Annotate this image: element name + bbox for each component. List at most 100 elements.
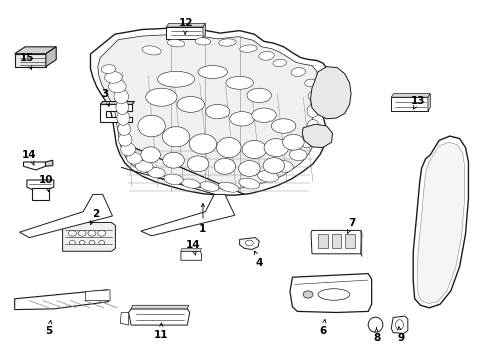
Polygon shape [390, 316, 407, 333]
Text: 13: 13 [410, 96, 425, 109]
Ellipse shape [114, 89, 128, 104]
Ellipse shape [257, 171, 278, 182]
Ellipse shape [104, 72, 122, 83]
Circle shape [371, 322, 379, 328]
Ellipse shape [162, 127, 189, 147]
Polygon shape [427, 94, 429, 111]
Ellipse shape [272, 59, 286, 67]
Ellipse shape [263, 158, 284, 174]
Polygon shape [90, 28, 328, 195]
Polygon shape [20, 194, 112, 238]
Text: 4: 4 [254, 251, 263, 268]
Polygon shape [317, 234, 327, 248]
Ellipse shape [216, 138, 241, 158]
Polygon shape [15, 290, 108, 310]
Ellipse shape [157, 71, 194, 87]
Ellipse shape [395, 320, 403, 330]
Polygon shape [412, 136, 468, 308]
Ellipse shape [306, 104, 318, 117]
Polygon shape [98, 35, 317, 189]
Circle shape [68, 230, 76, 236]
Text: 8: 8 [372, 328, 379, 343]
Text: 14: 14 [185, 240, 200, 255]
Polygon shape [360, 230, 361, 257]
Ellipse shape [189, 134, 216, 154]
Circle shape [325, 89, 334, 96]
Text: 12: 12 [178, 18, 193, 34]
Ellipse shape [118, 133, 132, 146]
Ellipse shape [307, 91, 319, 102]
Polygon shape [15, 54, 46, 67]
Ellipse shape [258, 51, 274, 60]
Polygon shape [120, 312, 128, 325]
Circle shape [69, 240, 75, 245]
Circle shape [98, 230, 105, 236]
Ellipse shape [138, 115, 165, 137]
Text: 11: 11 [154, 323, 168, 340]
Ellipse shape [289, 149, 306, 161]
Text: 10: 10 [39, 175, 54, 192]
Circle shape [245, 240, 253, 246]
Circle shape [78, 230, 86, 236]
Polygon shape [181, 248, 201, 251]
Ellipse shape [141, 147, 160, 163]
Ellipse shape [317, 289, 349, 300]
Polygon shape [32, 188, 49, 200]
Ellipse shape [181, 179, 200, 188]
Ellipse shape [238, 161, 260, 176]
Ellipse shape [145, 88, 177, 106]
Text: 14: 14 [22, 150, 37, 165]
Ellipse shape [214, 158, 235, 174]
Polygon shape [331, 234, 341, 248]
Ellipse shape [282, 134, 304, 150]
Polygon shape [416, 142, 464, 303]
Polygon shape [141, 194, 234, 236]
Circle shape [99, 240, 104, 245]
Polygon shape [46, 47, 56, 67]
Ellipse shape [218, 182, 239, 192]
Ellipse shape [271, 119, 295, 133]
Polygon shape [128, 309, 189, 325]
Polygon shape [166, 23, 205, 27]
Ellipse shape [304, 79, 316, 86]
Polygon shape [100, 104, 132, 122]
Ellipse shape [177, 96, 204, 112]
Text: 5: 5 [45, 320, 52, 336]
Polygon shape [62, 222, 115, 251]
Ellipse shape [239, 178, 259, 189]
Ellipse shape [242, 140, 266, 158]
Circle shape [307, 130, 325, 143]
Ellipse shape [118, 122, 130, 135]
Ellipse shape [229, 112, 254, 126]
Ellipse shape [163, 152, 184, 168]
Circle shape [89, 240, 95, 245]
Ellipse shape [116, 100, 128, 114]
Polygon shape [15, 47, 56, 54]
Ellipse shape [218, 39, 236, 46]
Ellipse shape [239, 45, 257, 52]
Circle shape [88, 230, 96, 236]
Text: 3: 3 [102, 89, 109, 106]
Text: 1: 1 [199, 203, 206, 234]
Text: 2: 2 [90, 209, 99, 225]
Ellipse shape [195, 38, 210, 45]
Polygon shape [390, 94, 429, 97]
Polygon shape [310, 67, 350, 119]
Polygon shape [203, 23, 205, 39]
Ellipse shape [205, 104, 229, 119]
Polygon shape [302, 124, 332, 148]
Ellipse shape [163, 174, 183, 184]
Ellipse shape [135, 161, 153, 172]
Polygon shape [45, 160, 53, 166]
Polygon shape [345, 234, 354, 248]
Text: 6: 6 [319, 320, 325, 336]
Text: 9: 9 [397, 327, 404, 343]
Polygon shape [289, 274, 371, 312]
Text: 7: 7 [346, 218, 355, 234]
Ellipse shape [306, 120, 318, 132]
Ellipse shape [117, 111, 129, 125]
Ellipse shape [200, 182, 218, 191]
Ellipse shape [121, 143, 135, 156]
Polygon shape [85, 290, 110, 301]
Polygon shape [390, 97, 427, 111]
